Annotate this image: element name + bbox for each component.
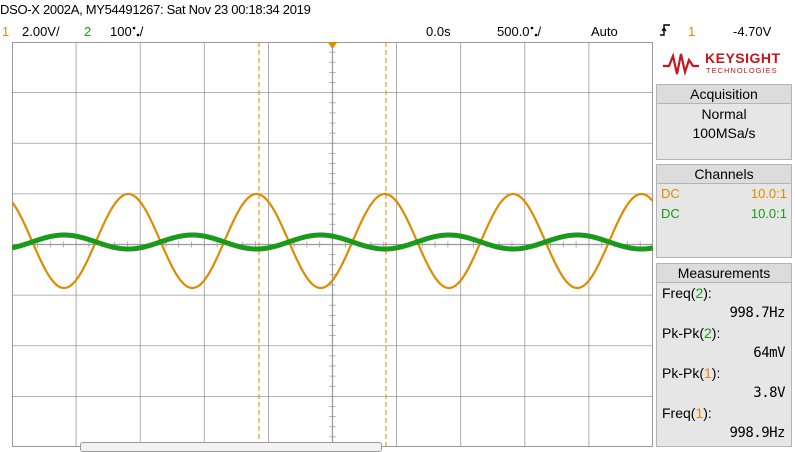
meas-value: 998.9Hz xyxy=(729,425,785,441)
waveform-display[interactable] xyxy=(12,42,653,447)
window-title: DSO-X 2002A, MY54491267: Sat Nov 23 00:1… xyxy=(0,2,311,17)
measurement-pkpk-ch1[interactable]: Pk-Pk(1): 3.8V xyxy=(657,363,791,403)
timebase-unit: / xyxy=(537,24,542,39)
channel-row-1[interactable]: DC 10.0:1 xyxy=(657,184,791,204)
logo-sub: TECHNOLOGIES xyxy=(706,66,778,75)
acquisition-rate: 100MSa/s xyxy=(692,125,756,141)
logo-brand: KEYSIGHT xyxy=(705,50,781,66)
trigger-mode[interactable]: Auto xyxy=(591,24,618,39)
timebase-unit-glyph xyxy=(530,26,537,37)
measurement-pkpk-ch2[interactable]: Pk-Pk(2): 64mV xyxy=(657,323,791,363)
meas-label: Freq( xyxy=(662,285,696,301)
ch1-number[interactable]: 1 xyxy=(2,24,10,39)
time-cursors[interactable] xyxy=(258,42,387,447)
measurements-box[interactable]: Measurements Freq(2): 998.7Hz Pk-Pk(2): … xyxy=(656,263,792,447)
acquisition-mode: Normal xyxy=(701,106,747,122)
channel-row-2[interactable]: DC 10.0:1 xyxy=(657,204,791,224)
rising-edge-icon xyxy=(659,23,671,40)
acquisition-header: Acquisition xyxy=(657,85,791,104)
meas-label-close: ): xyxy=(703,285,712,301)
delay-value[interactable]: 0.0s xyxy=(426,24,451,39)
meas-label-close: ): xyxy=(711,365,721,381)
ch2-number[interactable]: 2 xyxy=(84,24,92,39)
meas-label: Freq( xyxy=(662,405,696,421)
ch2-scale-unit: / xyxy=(139,24,144,39)
softkey-tab[interactable] xyxy=(80,442,382,452)
meas-label-close: ): xyxy=(711,325,721,341)
meas-channel: 1 xyxy=(695,405,704,421)
acquisition-box[interactable]: Acquisition Normal 100MSa/s xyxy=(656,84,792,160)
ch2-probe: 10.0:1 xyxy=(750,206,787,221)
ch2-waveform xyxy=(12,232,653,252)
meas-channel: 1 xyxy=(704,365,712,381)
timebase[interactable]: 500.0 / xyxy=(497,24,541,39)
waveforms xyxy=(12,192,653,290)
meas-value: 998.7Hz xyxy=(729,305,785,321)
ch1-scale[interactable]: 2.00V/ xyxy=(22,24,60,39)
meas-channel: 2 xyxy=(695,285,704,301)
keysight-logo: KEYSIGHT TECHNOLOGIES xyxy=(657,46,793,80)
status-bar: 1 2.00V/ 2 100 / 0.0s 500.0 / Auto 1 -4.70… xyxy=(0,22,795,40)
measurements-header: Measurements xyxy=(657,264,791,283)
meas-channel: 2 xyxy=(704,325,712,341)
ch1-probe: 10.0:1 xyxy=(750,186,787,201)
meas-label: Pk-Pk( xyxy=(662,365,704,381)
keysight-wave-icon xyxy=(663,52,699,77)
ch2-coupling: DC xyxy=(661,206,680,221)
meas-label: Pk-Pk( xyxy=(662,325,704,341)
ch2-scale-unit-glyph xyxy=(132,26,140,37)
trigger-level[interactable]: -4.70V xyxy=(733,24,772,39)
graticule xyxy=(12,42,653,447)
ch1-coupling: DC xyxy=(661,186,680,201)
ch2-scale-value: 100 xyxy=(110,24,132,39)
timebase-value: 500.0 xyxy=(497,24,530,39)
channels-box[interactable]: Channels DC 10.0:1 DC 10.0:1 xyxy=(656,164,792,258)
trigger-position-marker xyxy=(327,42,338,49)
trigger-source[interactable]: 1 xyxy=(688,24,696,39)
meas-label-close: ): xyxy=(703,405,712,421)
meas-value: 64mV xyxy=(753,345,785,361)
meas-value: 3.8V xyxy=(753,385,785,401)
channels-header: Channels xyxy=(657,165,791,184)
ch2-scale[interactable]: 100 / xyxy=(110,24,143,39)
measurement-freq-ch1[interactable]: Freq(1): 998.9Hz xyxy=(657,403,791,443)
measurement-freq-ch2[interactable]: Freq(2): 998.7Hz xyxy=(657,283,791,323)
